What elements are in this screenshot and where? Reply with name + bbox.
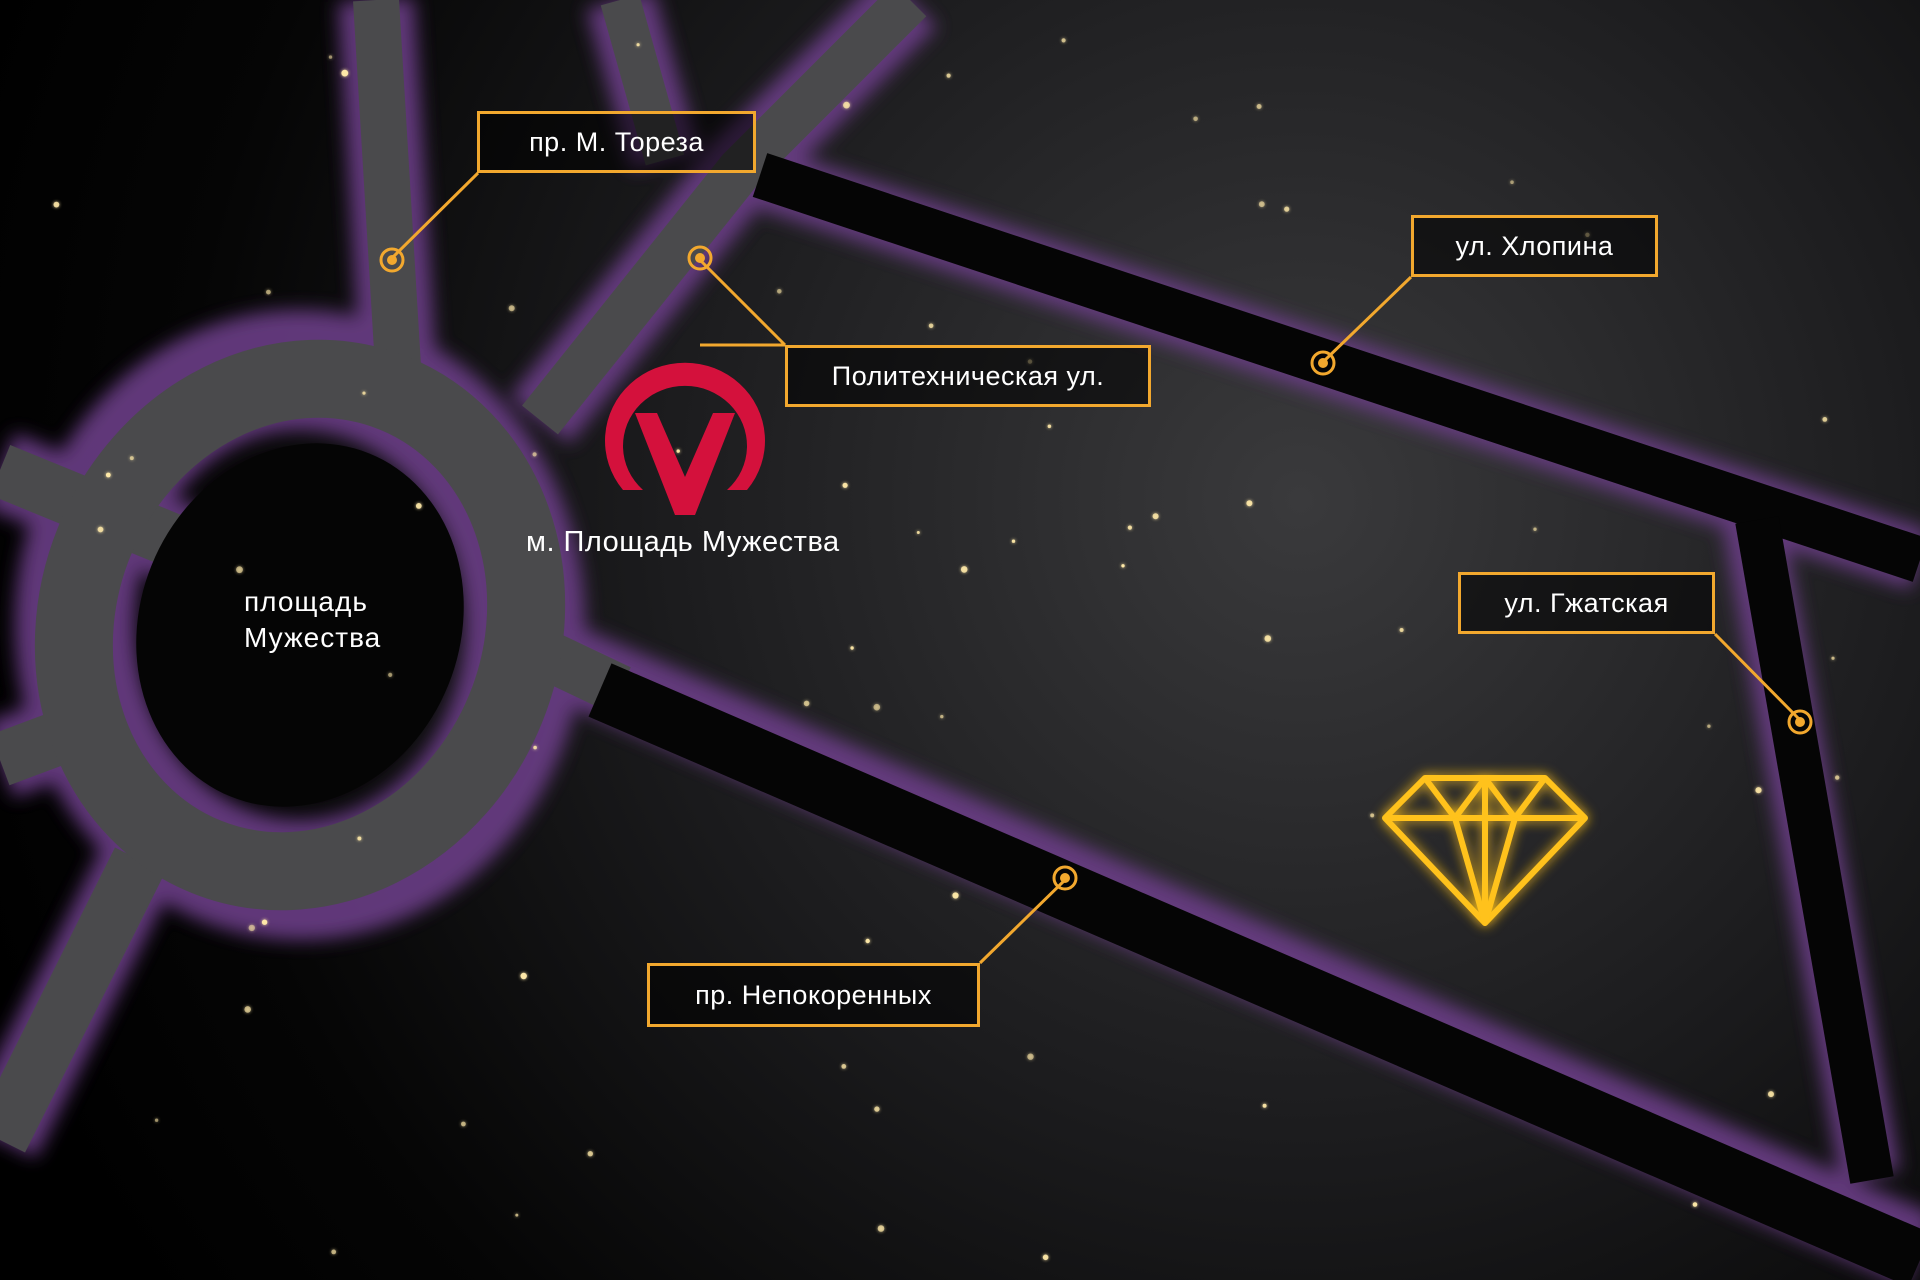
star xyxy=(1121,564,1125,568)
star xyxy=(341,69,349,77)
metro-station-label: м. Площадь Мужества xyxy=(526,526,840,558)
square-label-line1: площадь xyxy=(244,586,368,617)
location-dot-icon xyxy=(687,245,713,271)
star xyxy=(1768,1091,1774,1098)
star xyxy=(1755,787,1762,794)
star xyxy=(508,305,515,312)
star xyxy=(1399,628,1404,632)
star xyxy=(331,1249,337,1255)
star xyxy=(874,1106,880,1112)
star xyxy=(850,646,854,650)
street-label-polytechnicheskaya: Политехническая ул. xyxy=(785,345,1151,407)
star xyxy=(266,289,271,295)
roads xyxy=(0,0,927,1153)
star xyxy=(105,472,111,478)
star xyxy=(803,700,810,707)
star xyxy=(1127,525,1132,530)
star xyxy=(843,101,850,109)
star xyxy=(1042,1254,1049,1261)
star xyxy=(877,1225,885,1232)
street-label-gzhatskaya: ул. Гжатская xyxy=(1458,572,1715,634)
star xyxy=(928,323,934,329)
star xyxy=(676,449,680,453)
star xyxy=(587,1151,593,1157)
road-nepokorennyh xyxy=(588,663,1920,1280)
star xyxy=(1692,1202,1698,1207)
star xyxy=(946,73,951,78)
road-gzhatskaya xyxy=(1735,516,1894,1184)
star xyxy=(248,924,255,932)
star xyxy=(1047,424,1052,429)
star xyxy=(1256,104,1262,109)
star xyxy=(520,972,527,980)
star xyxy=(415,503,422,509)
star xyxy=(461,1121,466,1127)
road-hlopina xyxy=(752,153,1920,582)
star xyxy=(532,452,537,457)
diamond-icon xyxy=(1382,775,1588,926)
street-label-hlopina: ул. Хлопина xyxy=(1411,215,1658,277)
leader-lines xyxy=(390,171,1802,965)
star xyxy=(154,1118,159,1122)
star xyxy=(636,43,640,47)
star xyxy=(842,482,848,488)
star xyxy=(1835,775,1840,780)
star xyxy=(1152,513,1159,520)
location-dots xyxy=(379,245,1813,891)
location-dot-icon xyxy=(379,247,405,273)
star xyxy=(841,1064,847,1069)
star xyxy=(777,289,782,294)
street-label-toreza: пр. М. Тореза xyxy=(477,111,756,173)
star xyxy=(1370,813,1375,818)
street-label-nepokorennyh: пр. Непокоренных xyxy=(647,963,980,1027)
star xyxy=(236,566,243,574)
star xyxy=(1831,656,1835,660)
star xyxy=(388,672,393,678)
star xyxy=(1262,1103,1267,1108)
star xyxy=(1707,724,1711,728)
star xyxy=(357,836,362,841)
star xyxy=(328,55,333,59)
star xyxy=(1011,539,1016,543)
star xyxy=(129,456,134,461)
roundabout xyxy=(34,339,566,911)
star xyxy=(1284,206,1290,212)
star xyxy=(261,919,268,925)
square-label: площадь Мужества xyxy=(244,584,381,656)
star xyxy=(1264,635,1272,642)
star xyxy=(1193,116,1198,122)
star xyxy=(1510,180,1514,184)
star xyxy=(1027,1053,1034,1060)
location-dot-icon xyxy=(1787,709,1813,735)
road-lower-left xyxy=(0,847,166,1153)
square-label-line2: Мужества xyxy=(244,622,382,653)
star xyxy=(960,566,968,573)
star xyxy=(1533,527,1537,531)
star xyxy=(53,201,60,208)
star xyxy=(533,745,537,750)
star xyxy=(940,714,944,719)
star xyxy=(244,1006,251,1013)
star xyxy=(1061,38,1066,43)
avenues xyxy=(588,153,1920,1280)
star xyxy=(1258,201,1265,208)
metro-logo-icon xyxy=(605,362,765,515)
star xyxy=(362,391,366,395)
square-center xyxy=(136,443,464,807)
location-dot-icon xyxy=(1052,865,1078,891)
star xyxy=(916,531,920,534)
star xyxy=(97,526,104,533)
star xyxy=(515,1213,519,1217)
location-dot-icon xyxy=(1310,350,1336,376)
star xyxy=(1822,417,1828,422)
star xyxy=(873,703,881,711)
star xyxy=(865,938,870,944)
star xyxy=(1246,500,1253,507)
star xyxy=(952,892,959,899)
road-toreza xyxy=(353,0,423,402)
